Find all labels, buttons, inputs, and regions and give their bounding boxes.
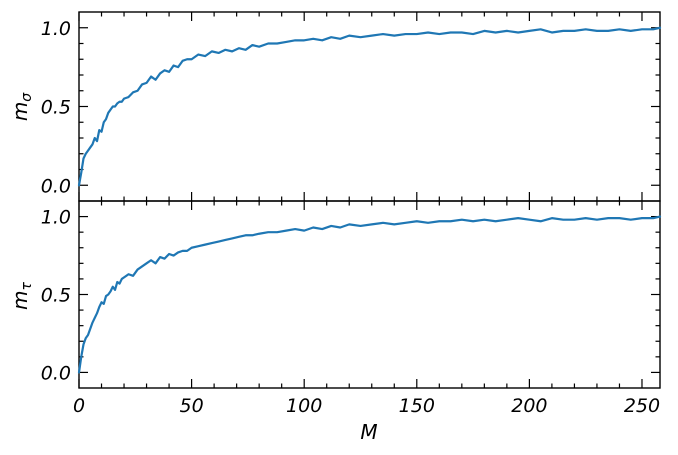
ylabel-top-main: m [8, 102, 32, 121]
panel-top: mσ 0.0 0.5 1.0 [8, 11, 662, 202]
ylabel-top: mσ [8, 92, 35, 121]
y-tick-label-top: 0.0 [41, 175, 71, 197]
plot-frame-bottom [78, 200, 661, 389]
x-tick-label: 50 [180, 395, 204, 417]
ylabel-bottom-sub: τ [19, 281, 35, 290]
x-tick-label: 0 [73, 395, 85, 417]
x-tick-label: 150 [399, 395, 435, 417]
x-tick-label: 100 [286, 395, 322, 417]
y-tick-label-top: 0.5 [41, 97, 71, 119]
y-tick-label-bottom: 1.0 [41, 207, 71, 229]
ylabel-top-sub: σ [19, 92, 35, 102]
y-tick-label-top: 1.0 [41, 18, 71, 40]
panel-bottom: mτ 0.0 0.5 1.0 [8, 200, 662, 389]
series-line-bottom [77, 215, 662, 374]
plot-frame-top [78, 11, 661, 202]
ylabel-bottom: mτ [8, 281, 35, 309]
series-line-top [77, 26, 662, 187]
y-tick-label-bottom: 0.5 [41, 285, 71, 307]
y-tick-label-bottom: 0.0 [41, 362, 71, 384]
xlabel: M [360, 420, 377, 444]
x-tick-label: 250 [624, 395, 660, 417]
ylabel-bottom-main: m [8, 290, 32, 309]
x-tick-label: 200 [511, 395, 547, 417]
